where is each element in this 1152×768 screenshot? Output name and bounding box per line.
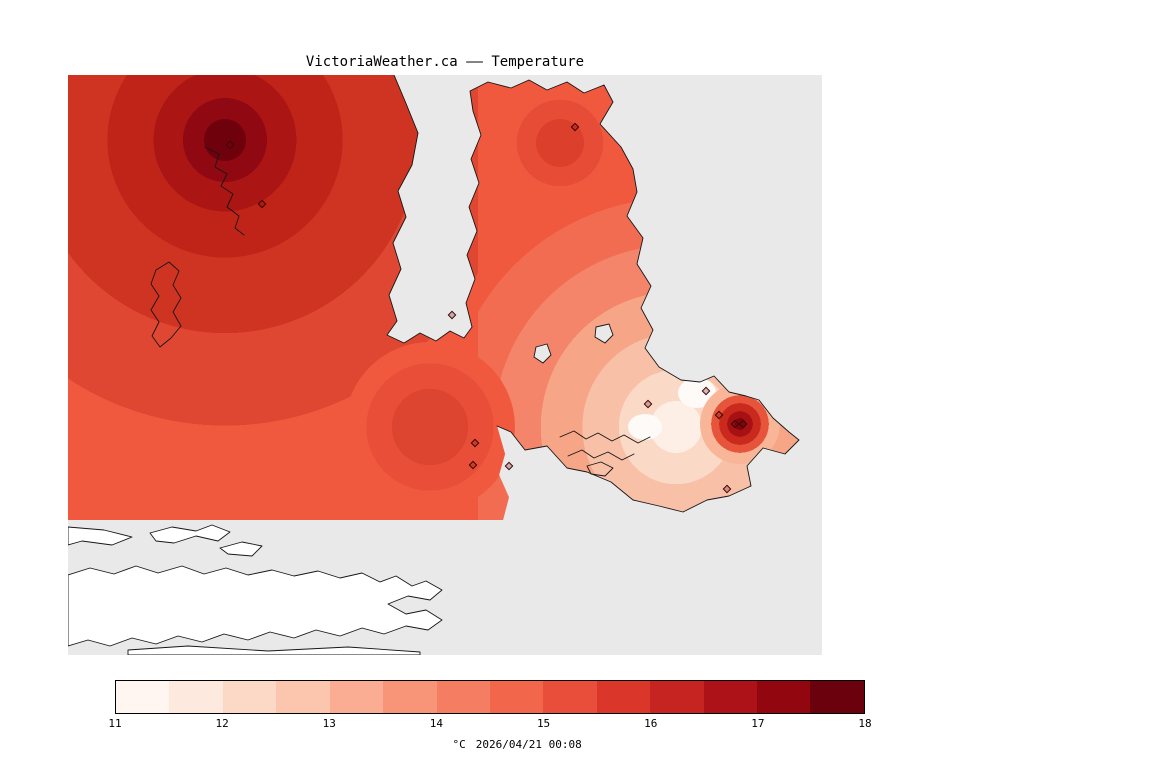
coastline-nw-harbour [204, 146, 245, 236]
colorbar-ticks: 11 12 13 14 15 16 17 18 [108, 717, 871, 731]
island-west-outline [150, 261, 182, 348]
colorbar-segment [489, 681, 544, 713]
colorbar-tick-label: 16 [644, 717, 658, 730]
cool-spot-1 [628, 414, 662, 440]
colorbar-segment [703, 681, 758, 713]
colorbar-tick-label: 15 [536, 717, 551, 730]
plot-title: VictoriaWeather.ca —— Temperature [305, 54, 585, 70]
station-markers [225, 122, 748, 494]
colorbar-segment [329, 681, 384, 713]
colorbar-tick-label: 18 [858, 717, 872, 730]
coastlines [150, 75, 800, 513]
outside-land-west-sliver [68, 526, 133, 546]
colorbar-segment [596, 681, 651, 713]
colorbar-tick-label: 17 [751, 717, 765, 730]
colorbar-segment [543, 681, 597, 713]
warm-patch-north [500, 83, 620, 203]
station-marker [447, 310, 457, 320]
colorbar-segment [169, 681, 223, 713]
station-marker [470, 438, 480, 448]
inlet-island-outline [586, 461, 614, 477]
lake-1 [533, 343, 552, 364]
station-marker [730, 419, 740, 429]
coastline-channel-west [386, 75, 473, 344]
station-marker [504, 461, 514, 471]
outside-land-south-strip [127, 645, 421, 655]
land-outside-domain [68, 524, 443, 655]
station-marker [643, 399, 653, 409]
colorbar-segment [383, 681, 437, 713]
station-marker [714, 410, 724, 420]
colorbar [115, 680, 865, 714]
lake-2 [594, 323, 614, 344]
colorbar-segment [650, 681, 704, 713]
station-marker [570, 122, 580, 132]
outside-island-1 [149, 524, 231, 544]
colorbar-tick-label: 12 [215, 717, 229, 730]
warm-blob-central [345, 342, 515, 512]
coastline-east-landmass [465, 79, 800, 513]
unit-label: °C [452, 738, 466, 751]
station-marker [468, 460, 478, 470]
temperature-map [68, 75, 822, 655]
colorbar-segment [276, 681, 330, 713]
outside-island-2 [219, 541, 263, 557]
colorbar-segment [116, 681, 170, 713]
colorbar-tick-label: 14 [429, 717, 444, 730]
station-marker [722, 484, 732, 494]
colorbar-segment [810, 681, 864, 713]
station-marker [738, 419, 748, 429]
colorbar-segment [757, 681, 811, 713]
temperature-field-canvas [68, 75, 822, 655]
cool-spot-2 [678, 378, 716, 408]
colorbar-segment [436, 681, 490, 713]
station-marker [225, 140, 235, 150]
colorbar-segment [222, 681, 277, 713]
station-marker [701, 386, 711, 396]
colorbar-tick-label: 13 [322, 717, 336, 730]
timestamp: 2026/04/21 00:08 [475, 738, 582, 751]
inlet-channel-1 [559, 430, 651, 444]
outside-land-south [68, 565, 443, 647]
colorbar-caption: °C 2026/04/21 00:08 [426, 725, 582, 764]
colorbar-tick-label: 11 [108, 717, 122, 730]
station-marker [257, 199, 267, 209]
inlet-channel-2 [567, 449, 635, 461]
